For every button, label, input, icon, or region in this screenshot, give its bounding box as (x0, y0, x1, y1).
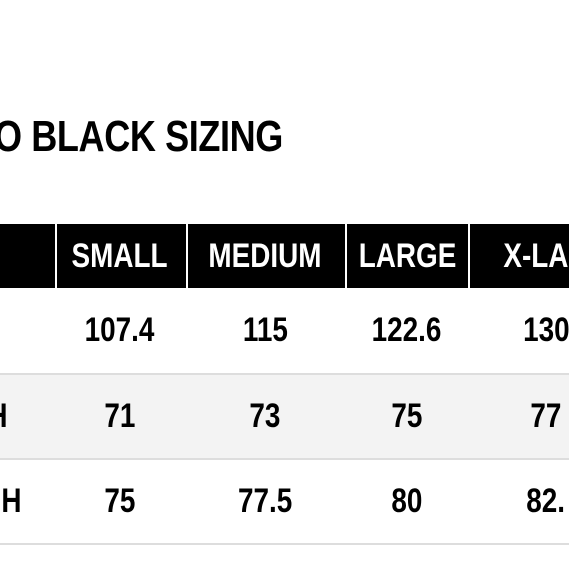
data-cell: 75 (346, 375, 468, 458)
data-cell: 77.5 (186, 460, 344, 543)
data-cell: 82. (471, 460, 569, 543)
data-cell: 77 (471, 375, 569, 458)
data-cell: 80 (346, 460, 468, 543)
title: O BLACK SIZING (0, 112, 283, 161)
data-cell: 107.4 (55, 288, 185, 373)
cell-text: 71 (104, 397, 136, 435)
cell-text: H (0, 397, 8, 436)
header-cell: LARGE (346, 224, 468, 288)
cell-text: 75 (391, 397, 423, 435)
data-row: H 71 73 75 77 (0, 375, 569, 460)
cell-text: 122.6 (372, 311, 442, 349)
separator (186, 224, 188, 288)
cell-text: 130 (522, 311, 569, 349)
cell-text: 82. (526, 482, 566, 520)
data-row: H 75 77.5 80 82. (0, 460, 569, 545)
separator (468, 224, 470, 288)
row-label: H (0, 375, 8, 458)
data-cell: 115 (186, 288, 344, 373)
header-cell: X-LAR (471, 224, 569, 288)
cell-text: MEDIUM (208, 236, 322, 275)
data-row: 107.4 115 122.6 130 (0, 288, 569, 375)
header-row: SMALL MEDIUM LARGE X-LAR (0, 224, 569, 288)
cell-text: X-LAR (503, 236, 569, 275)
separator (345, 224, 347, 288)
cell-text: 73 (249, 397, 281, 435)
data-cell: 130 (471, 288, 569, 373)
cell-text: 77.5 (237, 482, 293, 520)
header-cell: MEDIUM (186, 224, 344, 288)
cell-text: 107.4 (85, 311, 155, 349)
header-cell: SMALL (55, 224, 185, 288)
separator (55, 224, 57, 288)
cell-text: 115 (242, 311, 288, 349)
data-cell: 75 (55, 460, 185, 543)
row-label: H (0, 460, 22, 543)
data-cell: 73 (186, 375, 344, 458)
cell-text: SMALL (71, 236, 169, 275)
data-cell: 71 (55, 375, 185, 458)
cell-text: H (1, 482, 22, 520)
cell-text: 80 (391, 482, 423, 520)
cell-text: 75 (104, 482, 136, 520)
data-cell: 122.6 (346, 288, 468, 373)
cell-text: 77 (530, 397, 562, 435)
cell-text: LARGE (358, 236, 456, 275)
